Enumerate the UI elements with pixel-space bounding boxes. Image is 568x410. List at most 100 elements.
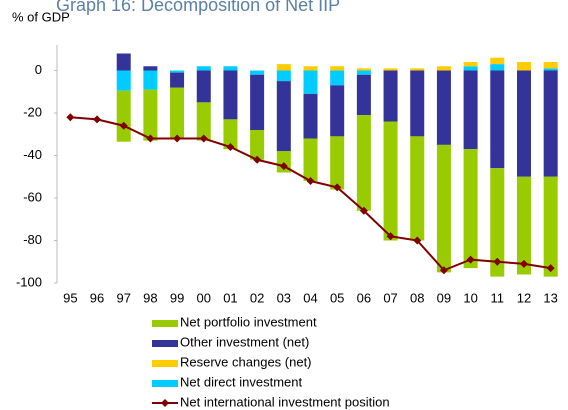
bar-segment [490,70,505,169]
bar-segment [170,87,185,139]
bar-segment [543,70,558,177]
y-tick-label: -60 [23,189,42,204]
bar-segment [330,70,345,86]
legend-label: Net portfolio investment [180,314,317,329]
x-tick-label: 05 [330,290,344,305]
x-tick-label: 00 [197,290,211,305]
bar-segment [463,62,478,67]
bar-segment [223,66,238,71]
niip-marker [386,232,395,241]
bar-segment [356,115,371,211]
legend-label: Net international investment position [180,394,390,409]
x-tick-label: 04 [303,290,317,305]
bar-segment [436,66,451,71]
x-tick-label: 01 [223,290,237,305]
bar-segment [436,144,451,273]
bar-segment [410,68,425,71]
bar-segment [276,64,291,71]
niip-marker [546,264,555,273]
bar-segment [143,66,158,71]
x-tick-label: 10 [463,290,477,305]
bar-segment [143,89,158,141]
bar-segment [116,53,131,71]
legend-swatch [152,360,178,367]
bar-segment [170,72,185,88]
bar-segment [463,149,478,269]
niip-marker [146,134,155,143]
x-tick-label: 99 [170,290,184,305]
x-tick-label: 08 [410,290,424,305]
niip-marker [439,266,448,275]
x-tick-label: 07 [383,290,397,305]
bar-segment [170,70,185,73]
bar-segment [330,66,345,71]
niip-marker [306,177,315,185]
x-tick-label: 09 [437,290,451,305]
legend-swatch [152,320,178,327]
x-tick-label: 95 [63,290,77,305]
x-tick-label: 03 [277,290,291,305]
bar-segment [303,66,318,71]
niip-marker [359,206,368,215]
bar-segment [490,64,505,71]
bar-segment [516,70,531,177]
x-tick-label: 97 [116,290,130,305]
niip-marker [173,134,182,143]
bar-segment [196,102,211,141]
y-axis-label: % of GDP [12,9,70,24]
bar-segment [543,176,558,277]
niip-marker [466,255,475,264]
bar-segment [116,70,131,91]
y-tick-label: -40 [23,147,42,162]
legend-marker [161,399,169,407]
bar-segment [490,57,505,65]
bar-segment [516,176,531,275]
bar-segment [276,81,291,152]
legend-label: Reserve changes (net) [180,354,312,369]
bar-segment [250,130,265,160]
x-tick-label: 98 [143,290,157,305]
niip-marker [279,162,288,171]
bar-segment [330,85,345,137]
bar-segment [250,70,265,75]
x-tick-label: 12 [517,290,531,305]
niip-marker [66,113,75,122]
bar-segment [410,136,425,241]
legend-swatch [152,380,178,387]
bar-segment [436,70,451,145]
bar-segment [143,70,158,90]
niip-marker [119,121,128,130]
bar-segment [223,70,238,120]
legend-swatch [152,340,178,347]
bar-segment [356,70,371,75]
bar-segment [196,66,211,71]
y-tick-label: -20 [23,104,42,119]
niip-marker [413,236,422,245]
legend-label: Net direct investment [180,374,302,389]
bar-segment [410,70,425,137]
niip-marker [253,155,262,164]
bar-segment [383,121,398,241]
chart-title: Graph 16: Decomposition of Net IIP [56,0,340,15]
x-tick-label: 11 [491,290,505,305]
legend-label: Other investment (net) [180,334,309,349]
niip-marker [493,257,502,266]
bar-segment [516,62,531,71]
bar-segment [303,70,318,94]
bar-segment [356,74,371,116]
niip-marker [333,183,342,192]
bar-segment [196,70,211,103]
bar-segment [543,68,558,71]
bar-segment [543,62,558,69]
y-tick-label: -100 [16,274,42,289]
bar-segment [116,90,131,142]
niip-marker [93,115,102,124]
bar-segment [276,70,291,82]
x-tick-label: 13 [543,290,557,305]
bar-segment [383,70,398,122]
y-tick-label: -80 [23,232,42,247]
bar-segment [356,68,371,71]
x-tick-label: 96 [90,290,104,305]
bar-segment [250,74,265,130]
